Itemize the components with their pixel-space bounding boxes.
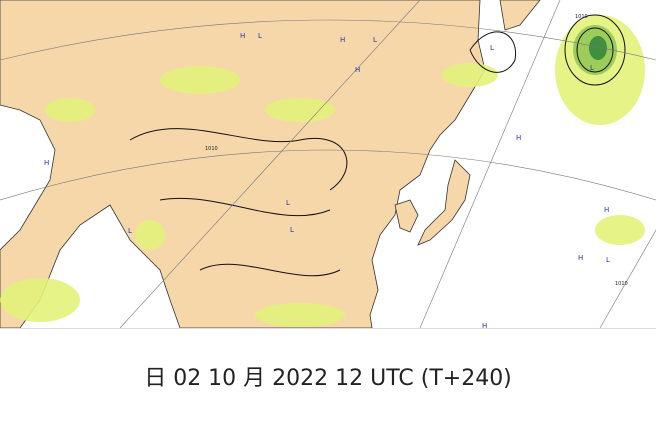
pressure-marker: L [286, 199, 290, 207]
pressure-marker: L [490, 44, 494, 52]
pressure-marker: L [258, 32, 262, 40]
land [0, 0, 486, 329]
pressure-marker: H [240, 32, 245, 40]
pressure-marker: L [290, 226, 294, 234]
caption: 日 02 10 月 2022 12 UTC (T+240) [144, 366, 512, 391]
pressure-marker: H [355, 66, 360, 74]
precip-core [589, 36, 607, 60]
pressure-marker: H [482, 322, 487, 330]
pressure-marker: L [373, 36, 377, 44]
isobar-label: 1010 [615, 281, 628, 287]
pressure-marker: H [578, 254, 583, 262]
pressure-marker: H [604, 206, 609, 214]
pressure-marker: L [606, 256, 610, 264]
isobar-label: 1010 [205, 146, 218, 152]
pressure-marker: L [128, 227, 132, 235]
land-japan [417, 159, 471, 246]
pressure-marker: H [44, 159, 49, 167]
pressure-marker: H [516, 134, 521, 142]
pressure-marker: L [590, 64, 594, 72]
land-korea [394, 199, 419, 233]
weather-map: H L H L H L H L H L H L H L H L 1010 101… [0, 0, 656, 330]
land-kamchatka [499, 0, 541, 31]
isobar-label: 1010 [575, 14, 588, 20]
isobars [129, 14, 626, 277]
graticule [0, 0, 656, 329]
pressure-marker: H [340, 36, 345, 44]
